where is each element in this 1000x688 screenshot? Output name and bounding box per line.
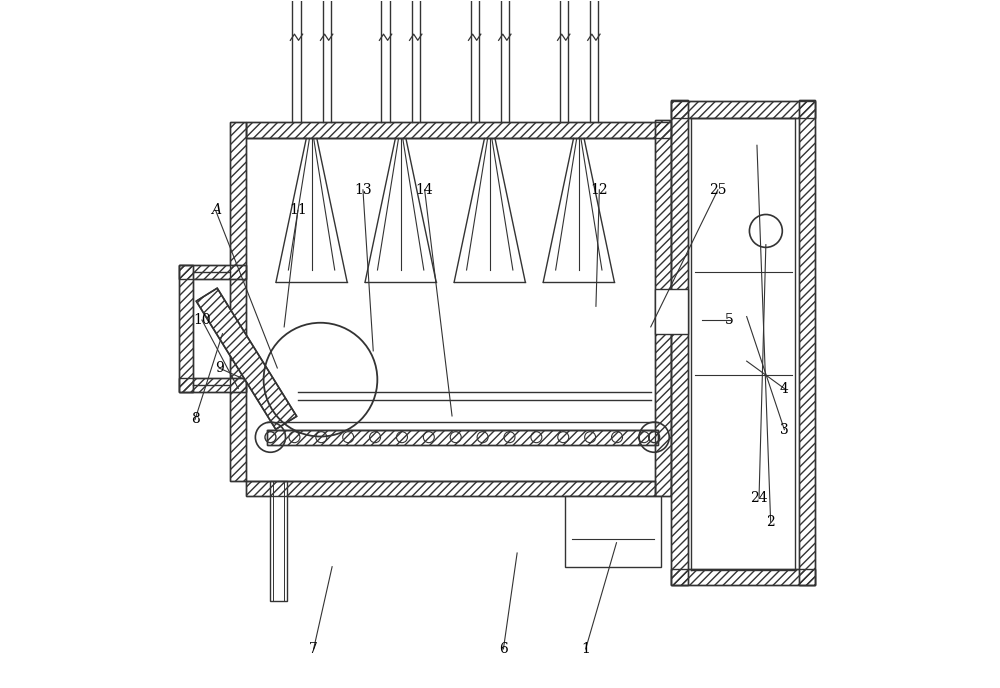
Polygon shape	[196, 288, 297, 429]
Bar	[799, 100, 815, 585]
Bar	[655, 120, 671, 496]
Text: 9: 9	[215, 361, 223, 375]
Text: 25: 25	[709, 183, 727, 197]
Bar	[267, 429, 658, 444]
Bar	[671, 101, 815, 118]
Bar	[655, 289, 688, 334]
Bar	[671, 100, 688, 585]
Bar	[246, 122, 671, 138]
Bar	[179, 266, 246, 279]
Text: 7: 7	[309, 642, 318, 656]
Bar	[246, 481, 655, 496]
Bar	[267, 429, 658, 444]
Bar	[179, 378, 246, 392]
Text: 2: 2	[766, 515, 775, 529]
Bar	[671, 100, 688, 585]
Bar	[799, 100, 815, 585]
Text: 11: 11	[289, 204, 307, 217]
Text: 6: 6	[499, 642, 508, 656]
Bar	[671, 568, 815, 585]
Text: 3: 3	[780, 422, 789, 437]
Text: 10: 10	[193, 313, 211, 327]
Text: A: A	[211, 204, 221, 217]
Bar	[179, 266, 193, 392]
Text: 8: 8	[191, 412, 199, 427]
Bar	[230, 122, 246, 481]
Bar	[671, 101, 815, 118]
Text: 12: 12	[591, 183, 608, 197]
Text: 4: 4	[780, 382, 789, 396]
Bar	[270, 481, 287, 601]
Bar	[246, 122, 671, 138]
Text: 14: 14	[416, 183, 434, 197]
Bar	[230, 122, 246, 481]
Bar	[565, 496, 661, 567]
Bar	[179, 266, 246, 279]
Bar	[671, 568, 815, 585]
Text: 13: 13	[354, 183, 372, 197]
Text: 24: 24	[750, 491, 768, 505]
Bar	[655, 120, 671, 496]
Bar	[179, 266, 193, 392]
Text: 5: 5	[725, 313, 734, 327]
Bar	[179, 378, 246, 392]
Bar	[246, 481, 655, 496]
Text: 1: 1	[581, 642, 590, 656]
